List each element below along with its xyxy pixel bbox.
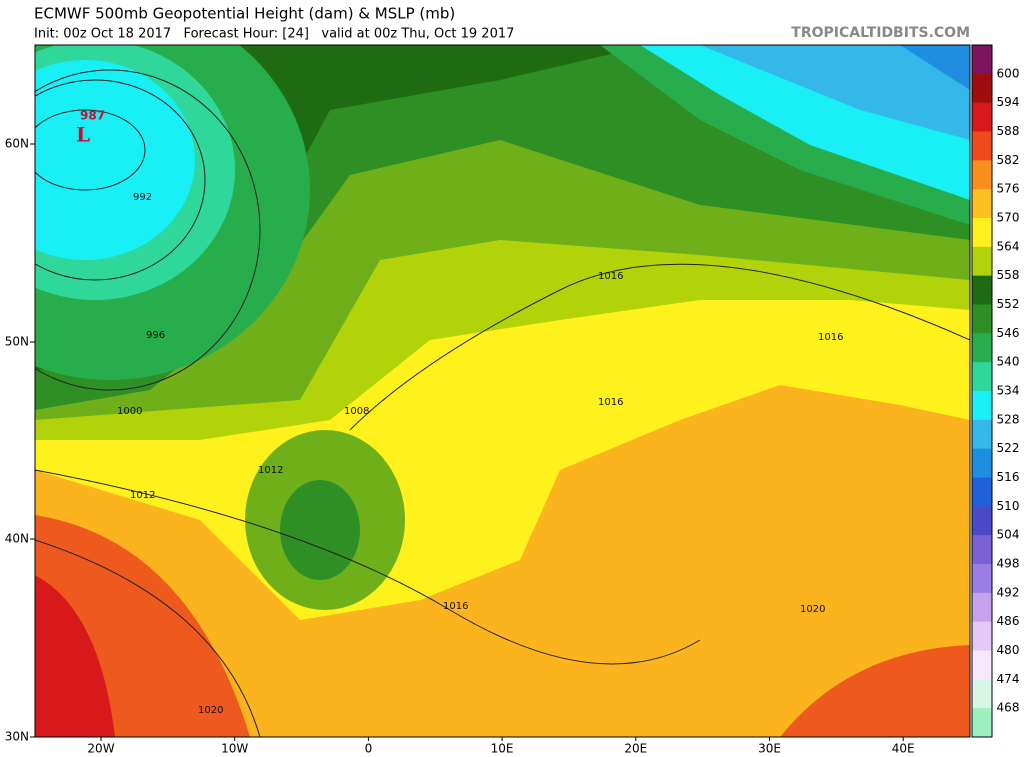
colorbar-label: 564	[997, 239, 1020, 253]
colorbar-swatch	[972, 679, 992, 709]
map-area: 987 L 992 996 1000 1012 1012 1008 1016 1…	[35, 45, 970, 737]
low-pressure: 987	[80, 109, 105, 123]
colorbar-swatch	[972, 275, 992, 305]
lat-label: 30N	[5, 730, 29, 744]
colorbar-swatch	[972, 102, 992, 132]
colorbar-swatch	[972, 362, 992, 392]
colorbar-swatch	[972, 592, 992, 623]
colorbar-swatch	[972, 304, 992, 334]
isobar-label: 1012	[258, 465, 283, 476]
isobar-label: 1016	[818, 332, 843, 343]
colorbar-swatch	[972, 160, 992, 190]
colorbar-label: 588	[997, 124, 1020, 138]
isobar-label: 1016	[598, 271, 623, 282]
colorbar-label: 510	[997, 499, 1020, 513]
isobar-label: 1012	[130, 490, 155, 501]
colorbar-swatch	[972, 333, 992, 363]
colorbar-swatch	[972, 477, 992, 507]
lon-label: 10W	[221, 742, 248, 756]
colorbar-swatch	[972, 73, 992, 104]
colorbar-label: 552	[997, 297, 1020, 311]
colorbar-label: 480	[997, 643, 1020, 657]
lon-label: 20E	[624, 742, 647, 756]
colorbar-swatch	[972, 246, 992, 277]
colorbar-swatch	[972, 45, 992, 75]
colorbar-label: 522	[997, 441, 1020, 455]
colorbar-label: 474	[997, 672, 1020, 686]
watermark: TROPICALTIDBITS.COM	[791, 25, 970, 41]
lon-label: 20W	[87, 742, 114, 756]
colorbar-label: 570	[997, 211, 1020, 225]
isobar-label: 1008	[344, 406, 369, 417]
isobar-label: 1020	[198, 705, 223, 716]
title: ECMWF 500mb Geopotential Height (dam) & …	[34, 5, 455, 23]
colorbar-label: 576	[997, 182, 1020, 196]
colorbar-label: 600	[997, 66, 1020, 80]
lon-labels: 20W 10W 0 10E 20E 30E 40E	[87, 737, 915, 756]
isobar-label: 996	[146, 330, 165, 341]
isobar-label: 992	[133, 192, 152, 203]
lat-label: 60N	[5, 137, 29, 151]
colorbar-swatch	[972, 708, 992, 738]
lon-label: 30E	[758, 742, 781, 756]
lat-label: 50N	[5, 335, 29, 349]
colorbar-swatch	[972, 650, 992, 680]
colorbar-swatch	[972, 419, 992, 450]
colorbar-label: 468	[997, 701, 1020, 715]
colorbar-label: 558	[997, 268, 1020, 282]
colorbar-swatch	[972, 131, 992, 161]
isobar-labels: 992 996 1000 1012 1012 1008 1016 1016 10…	[117, 192, 843, 716]
colorbar-swatch	[972, 535, 992, 565]
isobar-label: 1020	[800, 604, 825, 615]
isobar-label: 1016	[443, 601, 468, 612]
colorbar-label: 492	[997, 585, 1020, 599]
lon-label: 0	[365, 742, 373, 756]
colorbar-label: 594	[997, 95, 1020, 109]
colorbar-swatch	[972, 189, 992, 219]
colorbar-swatch	[972, 506, 992, 536]
colorbar-swatch	[972, 448, 992, 478]
colorbar-label: 516	[997, 470, 1020, 484]
colorbar: 600 594 588 582 576 570 564 558 552 546 540 534 528 5…	[971, 44, 1020, 738]
lon-label: 10E	[491, 742, 514, 756]
colorbar-swatch	[972, 621, 992, 651]
colorbar-swatch	[972, 218, 992, 248]
isobar-label: 1016	[598, 397, 623, 408]
lat-labels: 60N 50N 40N 30N	[5, 137, 35, 744]
colorbar-swatch	[972, 391, 992, 421]
colorbar-frame	[971, 44, 993, 738]
colorbar-label: 546	[997, 326, 1020, 340]
colorbar-label: 528	[997, 412, 1020, 426]
colorbar-swatch	[972, 564, 992, 594]
colorbar-label: 486	[997, 614, 1020, 628]
colorbar-label: 498	[997, 557, 1020, 571]
lat-label: 40N	[5, 532, 29, 546]
colorbar-label: 504	[997, 528, 1020, 542]
colorbar-label: 540	[997, 355, 1020, 369]
isobar-label: 1000	[117, 406, 142, 417]
colorbar-label: 582	[997, 153, 1020, 167]
lon-label: 40E	[892, 742, 915, 756]
low-symbol: L	[76, 123, 90, 147]
colorbar-label: 534	[997, 384, 1020, 398]
subtitle: Init: 00z Oct 18 2017 Forecast Hour: [24…	[34, 27, 514, 42]
